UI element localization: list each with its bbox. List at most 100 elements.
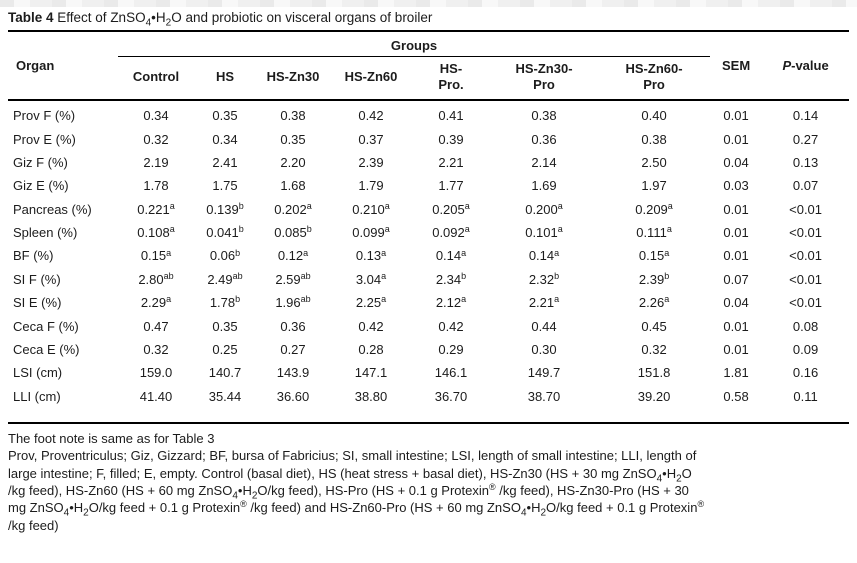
value-cell: 140.7: [208, 365, 242, 381]
value-cell: 0.209a: [635, 200, 673, 217]
pvalue-cell: <0.01: [789, 248, 823, 264]
value-cell: 2.19: [143, 154, 169, 170]
row-label-organ: SI F (%): [13, 271, 61, 287]
footnote-line: The foot note is same as for Table 3: [8, 430, 215, 446]
value-cell: 159.0: [139, 365, 173, 381]
value-cell: 0.38: [531, 108, 557, 124]
table-row: LSI (cm) 159.0 140.7 143.9 147.1 146.1 149.7 15…: [8, 361, 849, 384]
value-cell: 0.30: [531, 341, 557, 357]
value-cell: 2.49ab: [207, 270, 243, 287]
sem-cell: 0.03: [723, 178, 749, 194]
row-label-organ: LSI (cm): [13, 365, 63, 381]
sem-cell: 0.01: [723, 341, 749, 357]
value-cell: 0.200a: [525, 200, 563, 217]
table-row: Pancreas (%) 0.221a 0.139b 0.202a 0.210a 0.20…: [8, 198, 849, 221]
column-header-organ: Organ: [16, 58, 55, 74]
value-cell: 0.44: [531, 318, 557, 334]
value-cell: 0.42: [358, 108, 384, 124]
value-cell: 2.21: [438, 154, 464, 170]
value-cell: 2.39: [358, 154, 384, 170]
pvalue-cell: 0.16: [792, 365, 819, 381]
group-column-header: HS: [215, 68, 235, 84]
footnote-line: /kg feed): [8, 517, 59, 533]
value-cell: 1.96ab: [275, 294, 311, 311]
value-cell: 0.35: [212, 318, 238, 334]
table-row: SI E (%) 2.29a 1.78b 1.96ab 2.25a 2.12a 2.21a 2…: [8, 291, 849, 314]
row-label-organ: Ceca E (%): [13, 341, 80, 357]
row-label-organ: SI E (%): [13, 295, 62, 311]
value-cell: 0.092a: [432, 224, 470, 241]
row-label-organ: Spleen (%): [13, 225, 78, 241]
sem-cell: 0.04: [723, 154, 749, 170]
pvalue-cell: 0.08: [792, 318, 819, 334]
pvalue-cell: 0.13: [792, 154, 819, 170]
group-column-header: HS-Zn60- Pro: [625, 61, 683, 92]
value-cell: 1.78: [143, 178, 169, 194]
value-cell: 149.7: [527, 365, 561, 381]
sem-cell: 0.01: [723, 225, 749, 241]
value-cell: 1.78b: [209, 294, 241, 311]
value-cell: 0.37: [358, 131, 384, 147]
value-cell: 0.13a: [355, 247, 387, 264]
row-label-organ: Ceca F (%): [13, 318, 79, 334]
row-label-organ: Pancreas (%): [13, 201, 92, 217]
column-header-pvalue: P-value: [782, 58, 829, 74]
value-cell: 1.69: [531, 178, 557, 194]
pvalue-cell: 0.14: [792, 108, 819, 124]
value-cell: 2.34b: [435, 270, 467, 287]
footnote-line: /kg feed), HS-Zn60 (HS + 60 mg ZnSO4•H2O…: [8, 482, 689, 500]
value-cell: 2.12a: [435, 294, 467, 311]
value-cell: 2.25a: [355, 294, 387, 311]
value-cell: 0.36: [531, 131, 557, 147]
value-cell: 38.80: [354, 388, 388, 404]
row-label-organ: LLI (cm): [13, 388, 61, 404]
value-cell: 0.29: [438, 341, 464, 357]
value-cell: 147.1: [354, 365, 388, 381]
value-cell: 0.041b: [206, 224, 244, 241]
value-cell: 1.75: [212, 178, 238, 194]
value-cell: 0.32: [143, 131, 169, 147]
value-cell: 1.77: [438, 178, 464, 194]
value-cell: 41.40: [139, 388, 173, 404]
table-row: Spleen (%) 0.108a 0.041b 0.085b 0.099a 0.092a…: [8, 221, 849, 244]
value-cell: 39.20: [637, 388, 671, 404]
value-cell: 2.26a: [638, 294, 670, 311]
value-cell: 0.06b: [209, 247, 241, 264]
scan-artifact-band: [0, 0, 857, 7]
table-row: Giz F (%) 2.19 2.41 2.20 2.39 2.21 2.14 2.50 0.0…: [8, 151, 849, 174]
pvalue-cell: 0.07: [792, 178, 819, 194]
value-cell: 1.79: [358, 178, 384, 194]
group-column-header: HS-Zn60: [344, 68, 398, 84]
value-cell: 2.21a: [528, 294, 560, 311]
value-cell: 0.32: [143, 341, 169, 357]
value-cell: 0.14a: [528, 247, 560, 264]
value-cell: 146.1: [434, 365, 468, 381]
value-cell: 0.45: [641, 318, 667, 334]
table-row: SI F (%) 2.80ab 2.49ab 2.59ab 3.04a 2.34b 2.32…: [8, 268, 849, 291]
table-header: Organ Groups SEM P-value Control HS HS-Zn3…: [8, 31, 850, 101]
pvalue-cell: 0.11: [793, 388, 818, 404]
value-cell: 143.9: [276, 365, 310, 381]
value-cell: 0.099a: [352, 224, 390, 241]
value-cell: 0.205a: [432, 200, 470, 217]
value-cell: 0.34: [212, 131, 238, 147]
value-cell: 0.42: [438, 318, 464, 334]
row-label-organ: BF (%): [13, 248, 54, 264]
sem-cell: 1.81: [723, 365, 749, 381]
table-title-text: Effect of ZnSO4•H2O and probiotic on vis…: [53, 10, 433, 29]
value-cell: 2.59ab: [275, 270, 311, 287]
value-cell: 36.60: [276, 388, 310, 404]
sem-cell: 0.01: [723, 248, 749, 264]
value-cell: 2.14: [531, 154, 557, 170]
value-cell: 0.28: [358, 341, 384, 357]
table-row: Giz E (%) 1.78 1.75 1.68 1.79 1.77 1.69 1.97 0.0…: [8, 174, 849, 197]
group-columns-row: Control HS HS-Zn30 HS-Zn60 HS- Pro. HS-Zn30- Pr…: [8, 57, 849, 101]
value-cell: 2.41: [212, 154, 238, 170]
value-cell: 0.25: [212, 341, 238, 357]
value-cell: 2.80ab: [138, 270, 174, 287]
row-label-organ: Prov F (%): [13, 108, 76, 124]
value-cell: 0.39: [438, 131, 464, 147]
value-cell: 0.42: [358, 318, 384, 334]
data-table: Organ Groups SEM P-value Control HS HS-Zn3…: [8, 30, 850, 424]
